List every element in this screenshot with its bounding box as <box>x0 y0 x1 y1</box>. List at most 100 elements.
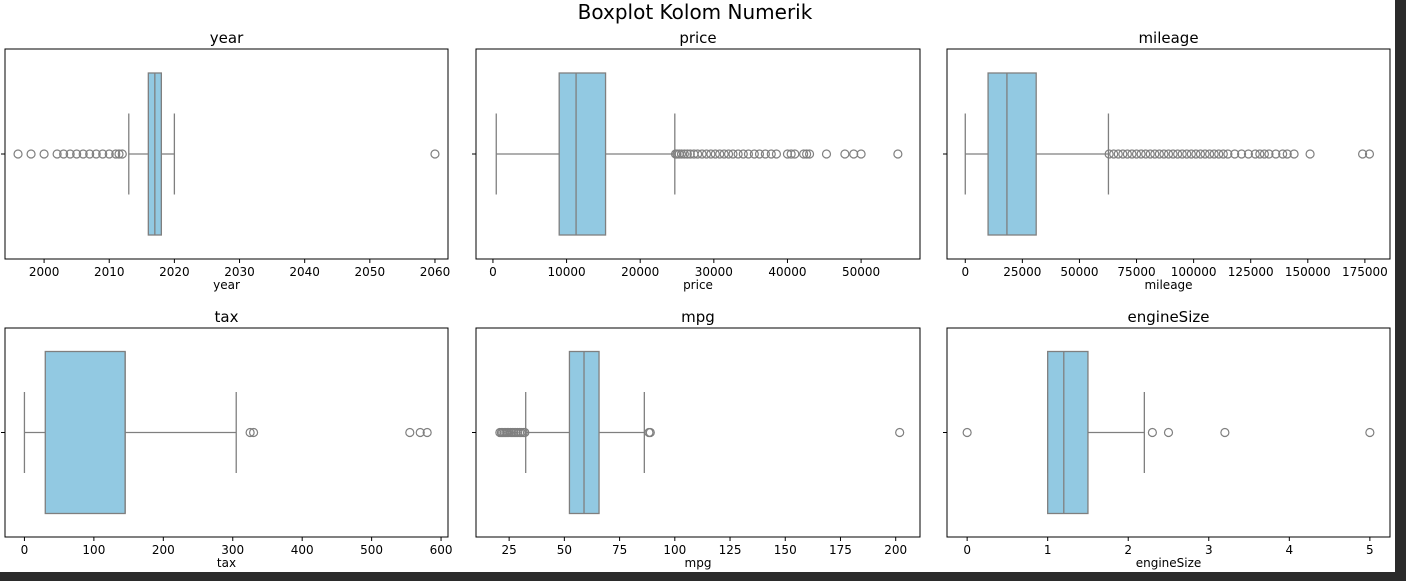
x-tick-label: 150000 <box>1285 265 1331 279</box>
x-tick-label: 2 <box>1124 543 1132 557</box>
x-tick-label: 200 <box>884 543 907 557</box>
bottom-strip <box>0 572 1406 581</box>
x-tick-label: 0 <box>963 543 971 557</box>
outlier-point <box>78 149 88 159</box>
figure-canvas: Boxplot Kolom Numerik 2000 2010 2020 2030 20… <box>1 0 1391 570</box>
outlier-point <box>1243 149 1254 159</box>
outlier-point <box>245 427 255 438</box>
outlier-point <box>693 149 703 159</box>
outlier-point <box>1365 427 1375 438</box>
outlier-point <box>685 149 695 159</box>
x-tick-label: 0 <box>489 265 497 279</box>
outlier-point <box>706 149 716 159</box>
outlier-point <box>1214 149 1224 159</box>
x-tick-label: 0 <box>961 265 969 279</box>
outlier-point <box>114 149 124 159</box>
x-tick-label: 2050 <box>355 265 386 279</box>
outlier-point <box>1182 149 1192 159</box>
outlier-point <box>771 149 782 159</box>
outlier-point <box>52 149 62 159</box>
outlier-point <box>1259 149 1270 159</box>
outlier-point <box>682 149 692 159</box>
x-tick-label: 150 <box>774 543 797 557</box>
outlier-point <box>405 427 415 438</box>
outlier-point <box>786 149 796 159</box>
outlier-point <box>1131 149 1142 159</box>
outlier-point <box>1205 149 1215 159</box>
x-tick-label: 175 <box>829 543 852 557</box>
outlier-point <box>710 149 720 159</box>
outlier-point <box>13 149 23 159</box>
outlier-point <box>749 149 759 159</box>
x-tick-label: 75 <box>612 543 627 557</box>
outlier-point <box>782 149 793 159</box>
outlier-point <box>39 149 49 159</box>
outlier-point <box>733 149 743 159</box>
outlier-point <box>1220 427 1230 438</box>
outlier-point <box>1163 149 1174 159</box>
x-tick-label: 25 <box>501 543 516 557</box>
outlier-point <box>248 427 259 438</box>
outlier-point <box>856 149 866 159</box>
outlier-point <box>1104 149 1114 159</box>
outlier-point <box>728 149 738 159</box>
x-tick-label: 40000 <box>768 265 806 279</box>
outlier-point <box>1177 149 1187 159</box>
x-tick-label: 20000 <box>621 265 659 279</box>
subplot-title: mileage <box>1138 29 1198 47</box>
x-axis-label: year <box>213 278 240 292</box>
outlier-point <box>72 149 82 159</box>
x-tick-label: 100000 <box>1171 265 1217 279</box>
outlier-point <box>91 149 101 159</box>
outlier-point <box>1278 149 1288 159</box>
outlier-point <box>520 427 530 438</box>
outlier-point <box>1289 149 1299 159</box>
outlier-point <box>98 149 108 159</box>
subplot-mileage: 0 25000 50000 75000 100000 125000 150000 175000… <box>943 29 1391 292</box>
outlier-point <box>1145 149 1155 159</box>
x-axis-label: mpg <box>685 556 712 570</box>
outlier-point <box>1159 149 1169 159</box>
x-axis-label: engineSize <box>1136 556 1202 570</box>
right-scrollbar-strip <box>1395 0 1406 572</box>
outlier-point <box>821 149 832 159</box>
outlier-point <box>723 149 734 159</box>
x-axis-label: tax <box>217 556 236 570</box>
outlier-point <box>1186 149 1196 159</box>
outlier-point <box>676 149 687 159</box>
outlier-point <box>1282 149 1292 159</box>
x-tick-label: 1 <box>1044 543 1052 557</box>
outlier-point <box>760 149 770 159</box>
x-tick-label: 2060 <box>420 265 451 279</box>
x-tick-label: 500 <box>360 543 383 557</box>
x-tick-label: 175000 <box>1342 265 1388 279</box>
outlier-point <box>802 149 812 159</box>
outlier-point <box>104 149 114 159</box>
outlier-point <box>85 149 95 159</box>
outlier-point <box>1122 149 1132 159</box>
outlier-point <box>804 149 815 159</box>
outlier-point <box>895 427 905 438</box>
subplot-mpg: 25 50 75 100 125 150 175 200 mpg mpg <box>472 308 921 570</box>
outlier-point <box>962 427 972 438</box>
outlier-point <box>59 149 69 159</box>
x-tick-label: 4 <box>1285 543 1293 557</box>
subplot-tax: 0 100 200 300 400 500 600 tax tax <box>1 308 453 570</box>
x-tick-label: 125000 <box>1228 265 1274 279</box>
subplot-title: mpg <box>681 308 715 326</box>
outlier-point <box>1264 149 1274 159</box>
subplot-title: year <box>210 29 244 47</box>
outlier-point <box>715 149 725 159</box>
outlier-point <box>766 149 776 159</box>
outlier-point <box>1271 149 1281 159</box>
outlier-point <box>65 149 75 159</box>
subplot-title: engineSize <box>1128 308 1210 326</box>
outlier-point <box>1168 149 1178 159</box>
subplot-title: tax <box>215 308 239 326</box>
subplot-price: 0 10000 20000 30000 40000 50000 price price <box>472 29 921 292</box>
x-tick-label: 75000 <box>1117 265 1155 279</box>
x-axis-label: mileage <box>1144 278 1192 292</box>
x-tick-label: 50000 <box>842 265 880 279</box>
x-tick-label: 5 <box>1366 543 1374 557</box>
x-tick-label: 100 <box>82 543 105 557</box>
